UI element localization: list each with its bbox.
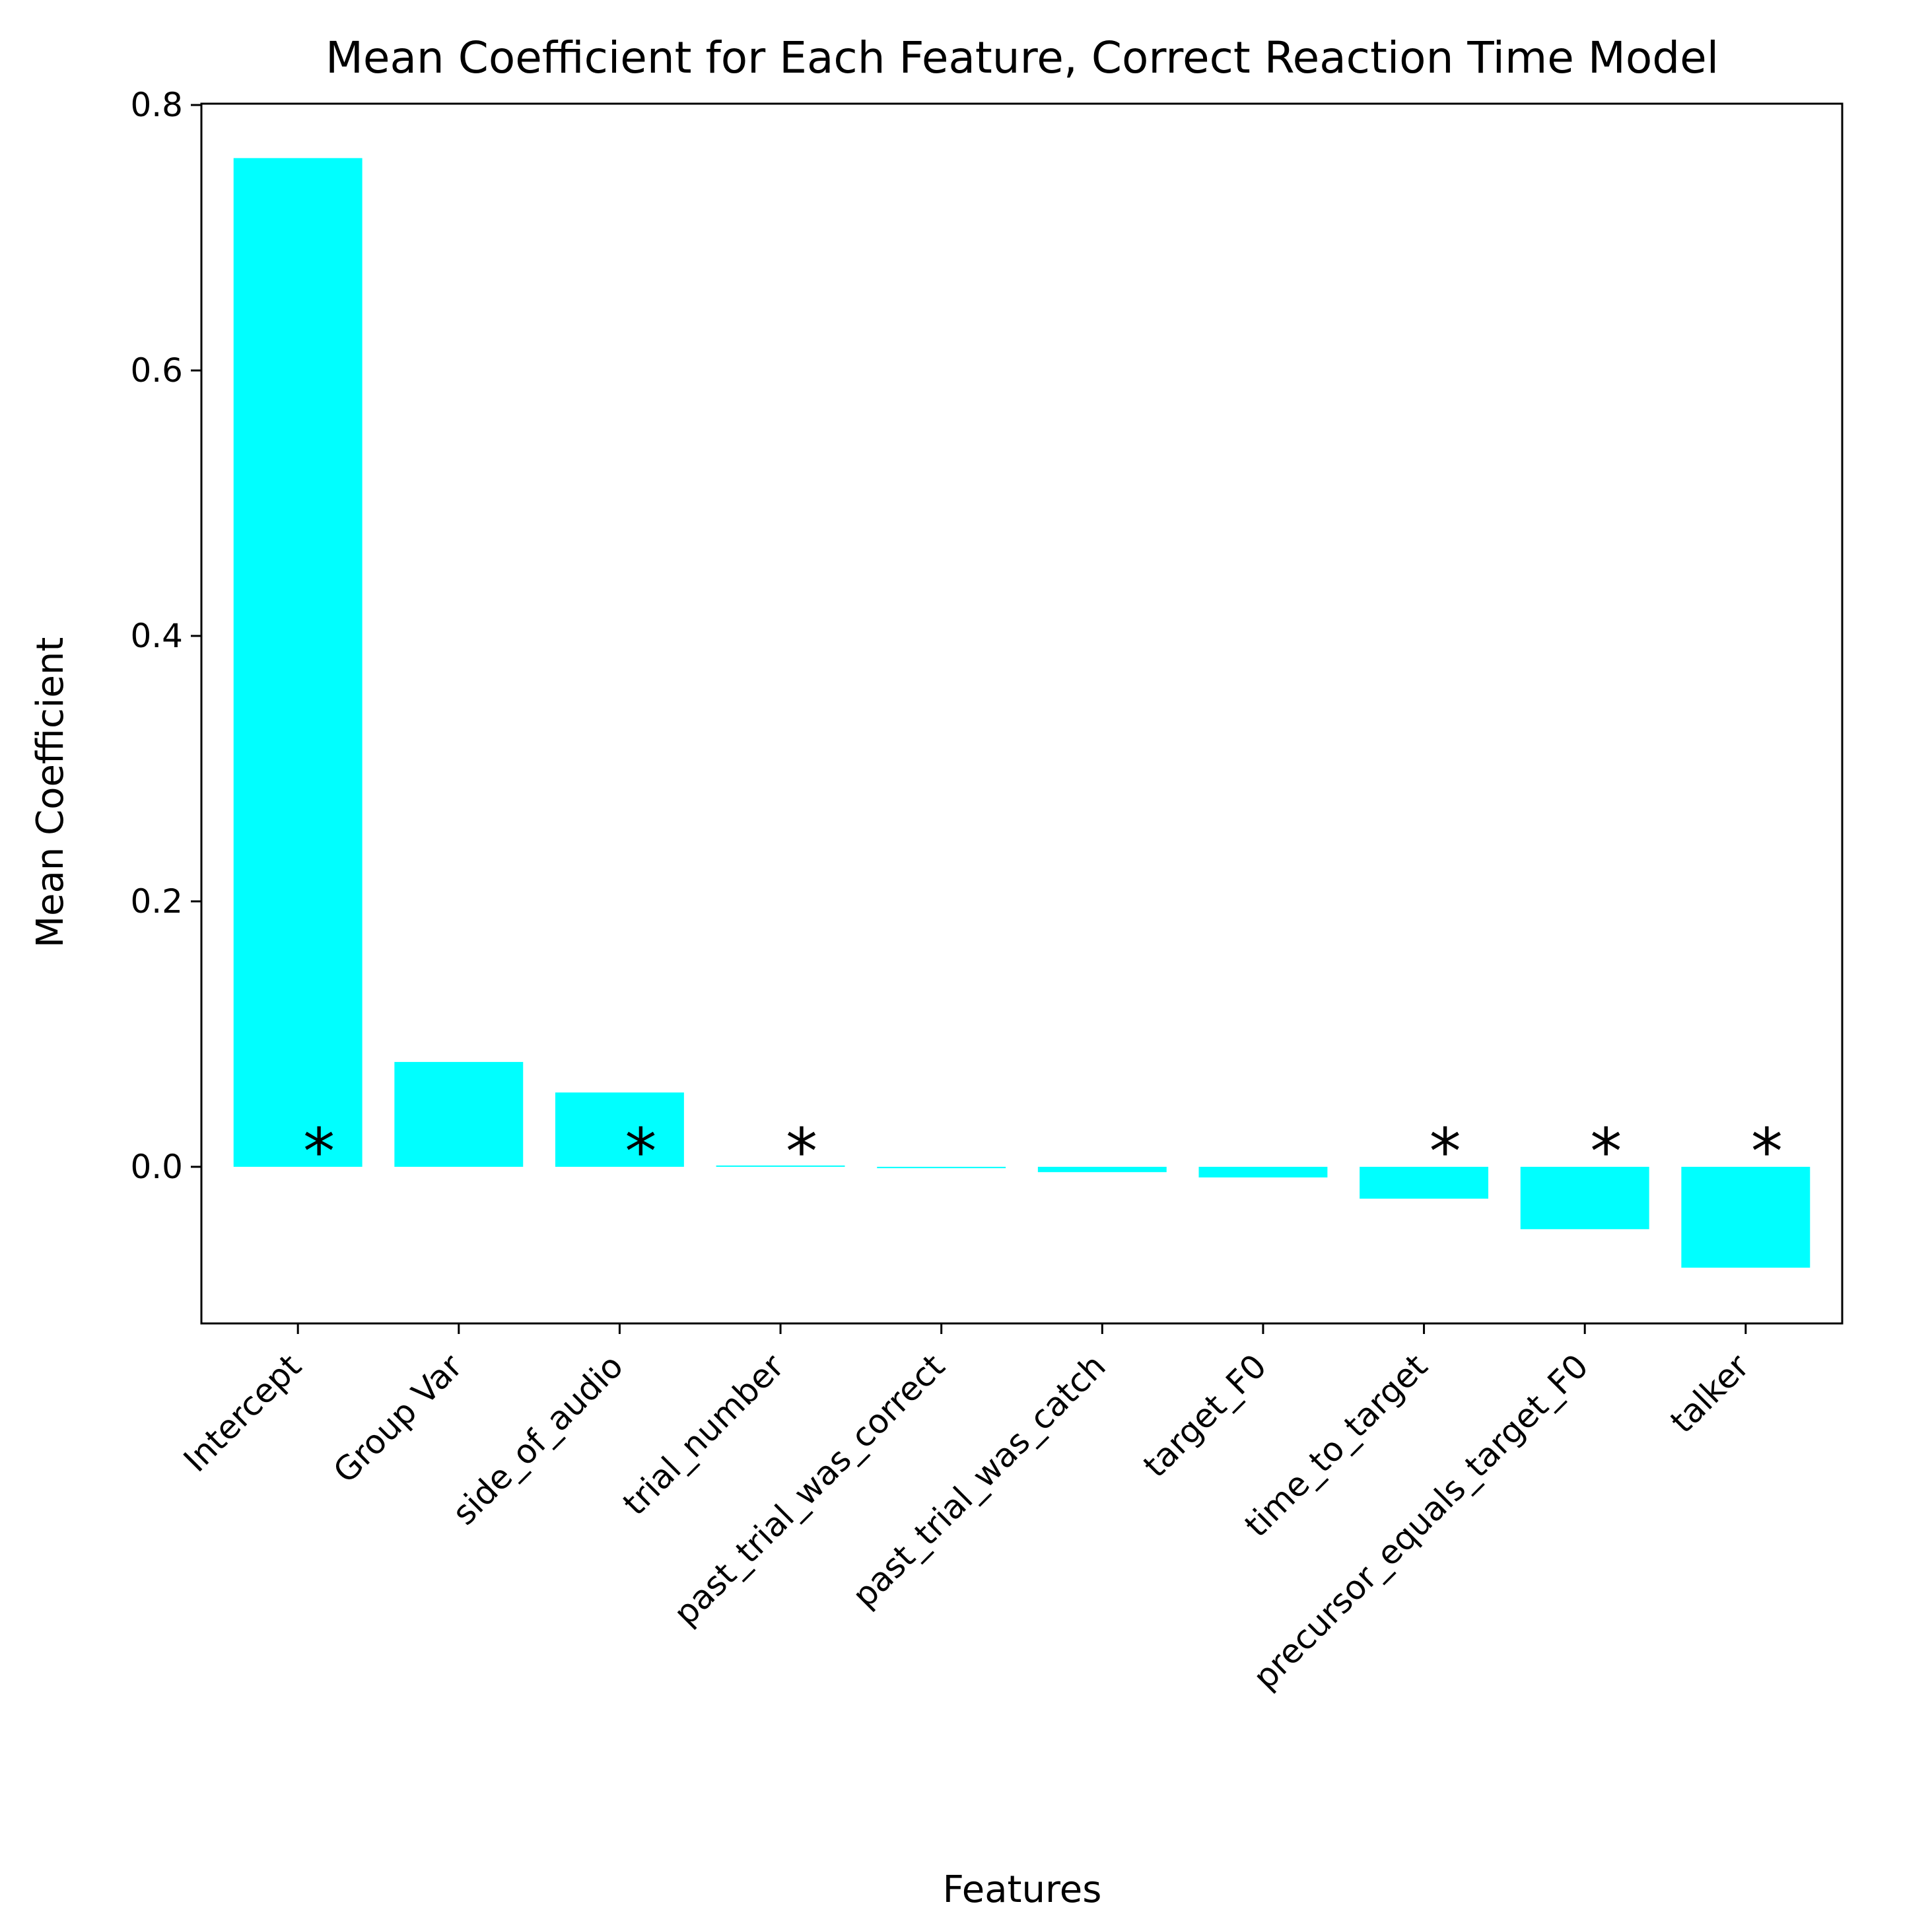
significance-markers: * * * * * * xyxy=(303,1115,1783,1189)
y-axis-label: Mean Coefficient xyxy=(29,637,72,948)
x-tick-label: Intercept xyxy=(176,1347,309,1479)
bar-trial-number xyxy=(716,1165,845,1167)
significance-marker: * xyxy=(786,1115,817,1189)
significance-marker: * xyxy=(625,1115,656,1189)
x-axis-label: Features xyxy=(943,1868,1102,1911)
x-tick-label: precursor_equals_target_F0 xyxy=(1246,1347,1596,1697)
significance-marker: * xyxy=(303,1115,335,1189)
significance-marker: * xyxy=(1751,1115,1783,1189)
bar-past-trial-was-catch xyxy=(1037,1166,1167,1172)
bar-target-f0 xyxy=(1198,1166,1328,1177)
bar-time-to-target xyxy=(1360,1166,1489,1199)
y-tick-label: 0.0 xyxy=(130,1148,183,1186)
significance-marker: * xyxy=(1590,1115,1622,1189)
y-tick-label: 0.8 xyxy=(130,86,183,124)
bar-precursor-equals-target-f0 xyxy=(1520,1166,1649,1230)
bar-group-var xyxy=(394,1062,524,1167)
bar-past-trial-was-correct xyxy=(877,1166,1006,1168)
x-tick-label: trial_number xyxy=(615,1347,792,1523)
chart-title: Mean Coefficient for Each Feature, Corre… xyxy=(326,32,1719,83)
bar-side-of-audio xyxy=(555,1092,684,1167)
x-tick-label: past_trial_was_correct xyxy=(666,1347,952,1633)
y-tick-label: 0.6 xyxy=(130,351,183,390)
y-tick-label: 0.4 xyxy=(130,617,183,655)
significance-marker: * xyxy=(1430,1115,1461,1189)
bars xyxy=(233,158,1811,1268)
bar-intercept xyxy=(233,158,362,1167)
x-tick-label: Group Var xyxy=(326,1347,470,1491)
y-tick-label: 0.2 xyxy=(130,882,183,921)
x-tick-label: side_of_audio xyxy=(445,1347,631,1532)
plot-frame xyxy=(200,102,1844,1325)
x-tick-label: talker xyxy=(1663,1347,1756,1440)
x-tick-label: target_F0 xyxy=(1136,1347,1274,1485)
bar-talker xyxy=(1681,1166,1811,1268)
